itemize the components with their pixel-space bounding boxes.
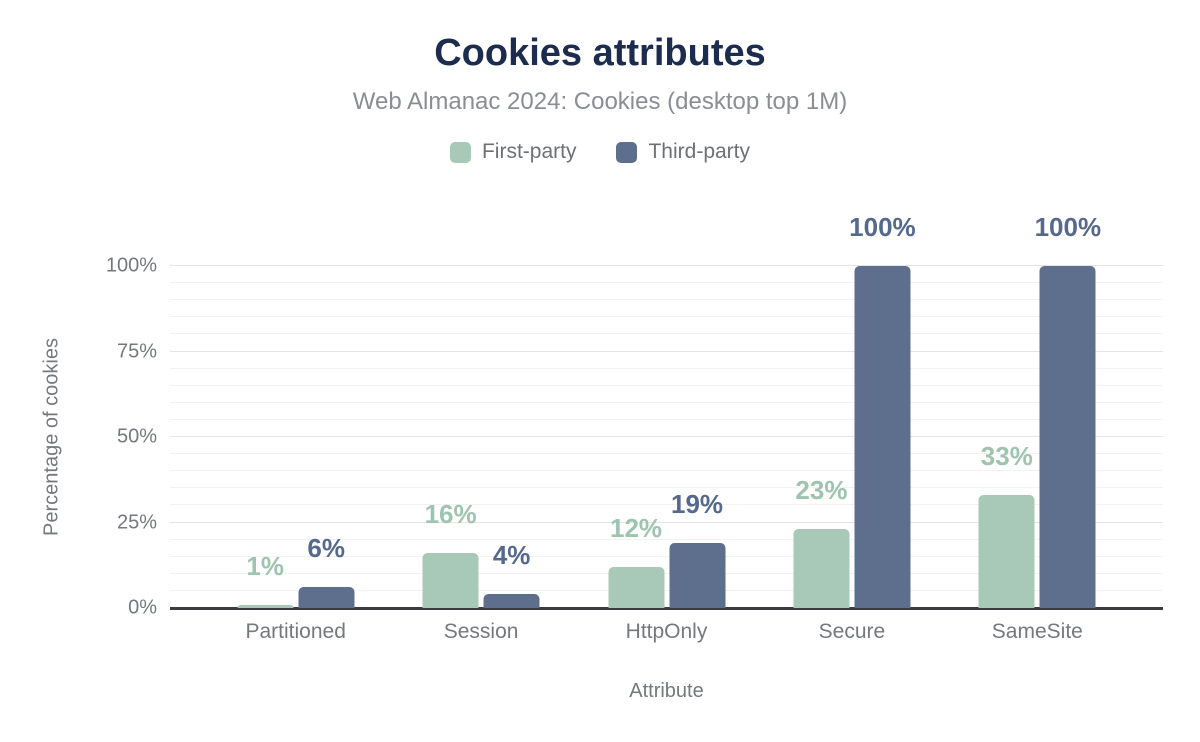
category-group-partitioned: 1% 6% [203, 266, 388, 608]
legend-swatch [616, 141, 638, 163]
y-tick-label: 0% [128, 596, 157, 619]
y-tick-label: 75% [116, 340, 157, 362]
x-tick-labels: Partitioned Session HttpOnly Secure SameSite [170, 620, 1163, 644]
category-group-httponly: 12% 19% [574, 266, 759, 608]
minor-gridline [170, 418, 1163, 420]
bar-value-label: 16% [424, 499, 477, 530]
major-gridline [170, 436, 1163, 437]
bar-value-label: 1% [246, 550, 284, 581]
x-tick-label-httponly: HttpOnly [625, 620, 708, 643]
major-gridline [170, 521, 1163, 523]
minor-gridline [170, 401, 1163, 403]
minor-gridline [170, 487, 1163, 489]
bar-first-party-partitioned: 1% [237, 553, 294, 608]
bar-third-party-samesite: 100% [1035, 214, 1101, 608]
minor-gridline [170, 453, 1163, 455]
bar-third-party-partitioned: 6% [298, 535, 355, 608]
bar-third-party-httponly: 19% [669, 491, 726, 608]
bar-value-label: 19% [670, 489, 724, 520]
bar-value-label: 6% [307, 533, 345, 564]
x-tick-label-partitioned: Partitioned [245, 620, 346, 643]
category-group-session: 16% 4% [388, 266, 573, 608]
legend-swatch [449, 141, 471, 163]
bar-pair: 1% 6% [237, 266, 355, 608]
bar-pair: 12% 19% [608, 266, 726, 608]
major-gridline [170, 350, 1163, 352]
minor-gridline [170, 384, 1163, 386]
y-tick-label: 50% [116, 425, 157, 448]
bar-value-label: 12% [609, 512, 663, 543]
chart-title: Cookies attributes [434, 32, 766, 74]
bar-third-party-session: 4% [483, 542, 540, 608]
bar-value-label: 100% [849, 212, 916, 242]
legend-label: First-party [481, 140, 577, 163]
minor-gridline [170, 572, 1163, 574]
minor-gridline [170, 316, 1163, 318]
minor-gridline [170, 555, 1163, 557]
bar-value-label: 33% [980, 441, 1033, 472]
y-axis-title: Percentage of cookies [40, 338, 63, 536]
x-tick-label-secure: Secure [818, 620, 886, 643]
minor-gridline [170, 333, 1163, 335]
minor-gridline [170, 299, 1163, 301]
x-axis-title: Attribute [629, 680, 704, 702]
minor-gridline [170, 504, 1163, 506]
y-tick-label: 100% [105, 254, 157, 277]
bar-pair: 33% 100% [978, 214, 1101, 608]
bar-first-party-samesite: 33% [978, 443, 1035, 608]
bar-value-label: 100% [1034, 212, 1102, 242]
category-group-secure: 23% 100% [759, 214, 944, 608]
bar-value-label: 23% [795, 475, 848, 506]
bar-third-party-secure: 100% [849, 214, 916, 608]
minor-gridline [170, 282, 1163, 284]
legend-item-first-party[interactable]: First-party [449, 140, 577, 164]
major-gridline [170, 265, 1163, 266]
category-group-samesite: 33% 100% [945, 214, 1130, 608]
minor-gridline [170, 589, 1163, 591]
minor-gridline [170, 538, 1163, 540]
legend-label: Third-party [648, 140, 751, 163]
bar-pair: 16% 4% [422, 266, 540, 608]
legend: First-party Third-party [0, 140, 1200, 164]
chart-subtitle: Web Almanac 2024: Cookies (desktop top 1… [352, 88, 848, 115]
bar-first-party-session: 16% [422, 501, 479, 608]
x-axis-line [170, 607, 1163, 610]
bars-row: 1% 6% 16% 4% 12% 19% 23% 100% 33% 100% [170, 214, 1163, 608]
x-tick-label-session: Session [443, 620, 519, 643]
bar-first-party-httponly: 12% [608, 515, 665, 608]
bar-first-party-secure: 23% [793, 477, 850, 608]
minor-gridline [170, 470, 1163, 472]
plot-area: 1% 6% 16% 4% 12% 19% 23% 100% 33% 100% [170, 214, 1163, 610]
minor-gridline [170, 367, 1163, 369]
bar-value-label: 4% [492, 540, 531, 571]
bar-pair: 23% 100% [793, 214, 916, 608]
x-tick-label-samesite: SameSite [991, 620, 1083, 643]
y-tick-label: 25% [116, 511, 157, 533]
legend-item-third-party[interactable]: Third-party [616, 140, 750, 164]
